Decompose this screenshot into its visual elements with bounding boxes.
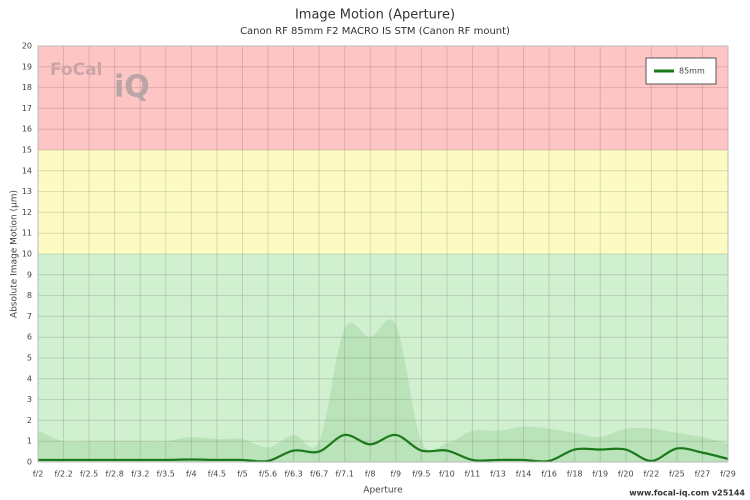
y-tick-label: 7 <box>27 312 32 321</box>
y-tick-label: 14 <box>22 166 32 175</box>
y-axis-label: Absolute Image Motion (µm) <box>10 190 20 318</box>
x-tick-label: f/10 <box>439 470 455 479</box>
y-tick-label: 9 <box>27 270 32 279</box>
y-tick-label: 3 <box>27 395 32 404</box>
range-area <box>38 319 728 462</box>
footer: www.focal-iq.com v25144 <box>629 489 745 498</box>
y-tick-label: 12 <box>22 208 32 217</box>
chart-subtitle: Canon RF 85mm F2 MACRO IS STM (Canon RF … <box>240 26 510 37</box>
x-tick-label: f/3.5 <box>157 470 175 479</box>
logo-text: FoCal <box>50 60 102 80</box>
y-tick-label: 16 <box>22 125 32 134</box>
x-tick-label: f/2.8 <box>106 470 124 479</box>
x-tick-label: f/2.2 <box>54 470 72 479</box>
x-axis-label: Aperture <box>363 486 403 496</box>
x-tick-label: f/27 <box>695 470 711 479</box>
x-tick-label: f/20 <box>618 470 634 479</box>
y-tick-label: 8 <box>27 291 32 300</box>
y-tick-label: 6 <box>27 333 32 342</box>
x-tick-label: f/6.7 <box>310 470 328 479</box>
x-tick-label: f/8 <box>365 470 376 479</box>
y-tick-label: 2 <box>27 416 32 425</box>
x-tick-label: f/7.1 <box>336 470 354 479</box>
x-tick-label: f/16 <box>541 470 557 479</box>
x-tick-label: f/6.3 <box>284 470 302 479</box>
y-tick-label: 1 <box>27 437 32 446</box>
x-tick-label: f/5 <box>237 470 248 479</box>
y-tick-label: 4 <box>27 374 32 383</box>
x-tick-label: f/25 <box>669 470 685 479</box>
y-tick-label: 20 <box>22 42 32 51</box>
x-tick-label: f/5.6 <box>259 470 277 479</box>
data-line <box>38 433 729 463</box>
zone <box>38 254 728 462</box>
x-tick-label: f/4 <box>186 470 197 479</box>
x-tick-label: f/22 <box>643 470 659 479</box>
x-tick-label: f/19 <box>592 470 608 479</box>
y-tick-label: 0 <box>27 458 32 467</box>
x-tick-label: f/11 <box>465 470 481 479</box>
zone <box>38 150 728 254</box>
y-tick-label: 13 <box>22 187 32 196</box>
x-tick-label: f/9 <box>390 470 401 479</box>
y-tick-label: 19 <box>22 62 32 71</box>
x-tick-label: f/2 <box>33 470 44 479</box>
y-tick-label: 5 <box>27 354 32 363</box>
legend-label: 85mm <box>679 67 705 76</box>
y-tick-label: 18 <box>22 83 32 92</box>
x-tick-label: f/14 <box>516 470 532 479</box>
y-tick-label: 10 <box>22 250 32 259</box>
y-tick-label: 15 <box>22 146 32 155</box>
zone <box>38 46 728 150</box>
y-tick-label: 11 <box>22 229 32 238</box>
logo-mark: iQ <box>114 70 150 105</box>
x-tick-label: f/13 <box>490 470 506 479</box>
x-tick-label: f/18 <box>567 470 583 479</box>
x-tick-label: f/29 <box>720 470 736 479</box>
x-tick-label: f/9.5 <box>412 470 430 479</box>
x-tick-label: f/3.2 <box>131 470 149 479</box>
chart-title: Image Motion (Aperture) <box>295 8 455 23</box>
plot-border <box>37 45 729 463</box>
x-tick-label: f/4.5 <box>208 470 226 479</box>
x-tick-label: f/2.5 <box>80 470 98 479</box>
y-tick-label: 17 <box>22 104 32 113</box>
